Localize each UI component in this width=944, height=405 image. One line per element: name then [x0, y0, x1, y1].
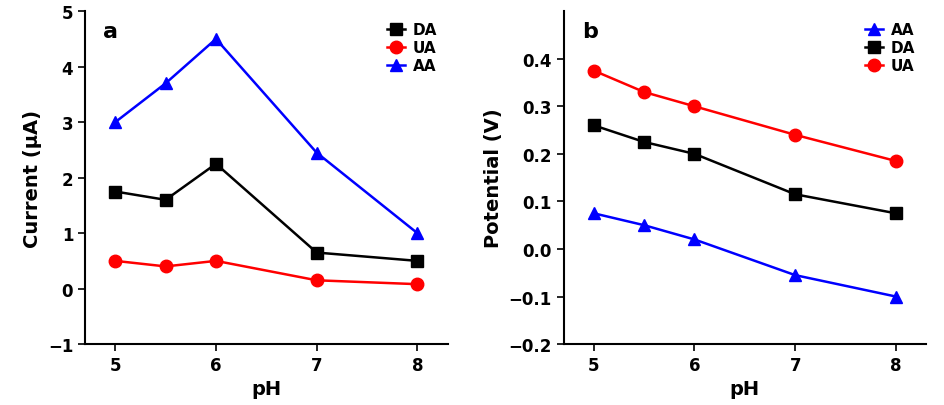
DA: [160, 198, 171, 203]
Y-axis label: Potential (V): Potential (V): [483, 109, 502, 248]
DA: [889, 211, 901, 216]
AA: [110, 120, 121, 125]
AA: [889, 294, 901, 299]
UA: [160, 264, 171, 269]
UA: [638, 90, 649, 95]
Y-axis label: Current (μA): Current (μA): [24, 109, 42, 247]
AA: [311, 151, 322, 156]
Text: a: a: [103, 22, 118, 42]
Line: AA: AA: [109, 34, 423, 240]
AA: [688, 237, 700, 242]
UA: [788, 133, 800, 138]
Legend: AA, DA, UA: AA, DA, UA: [861, 20, 918, 77]
DA: [412, 259, 423, 264]
AA: [412, 231, 423, 236]
AA: [211, 37, 222, 42]
DA: [211, 162, 222, 167]
UA: [889, 159, 901, 164]
X-axis label: pH: pH: [251, 379, 281, 399]
AA: [160, 82, 171, 87]
DA: [311, 250, 322, 256]
UA: [311, 278, 322, 283]
DA: [688, 152, 700, 157]
X-axis label: pH: pH: [729, 379, 759, 399]
Line: DA: DA: [109, 158, 423, 267]
UA: [412, 282, 423, 287]
AA: [788, 273, 800, 278]
UA: [688, 104, 700, 109]
Legend: DA, UA, AA: DA, UA, AA: [383, 20, 440, 77]
DA: [110, 190, 121, 194]
Line: UA: UA: [109, 255, 423, 291]
AA: [587, 211, 598, 216]
Text: b: b: [582, 22, 597, 42]
DA: [587, 124, 598, 128]
DA: [638, 140, 649, 145]
UA: [587, 69, 598, 74]
Line: DA: DA: [587, 120, 902, 220]
AA: [638, 223, 649, 228]
UA: [211, 259, 222, 264]
DA: [788, 192, 800, 197]
Line: AA: AA: [587, 207, 902, 303]
UA: [110, 259, 121, 264]
Line: UA: UA: [587, 65, 902, 168]
